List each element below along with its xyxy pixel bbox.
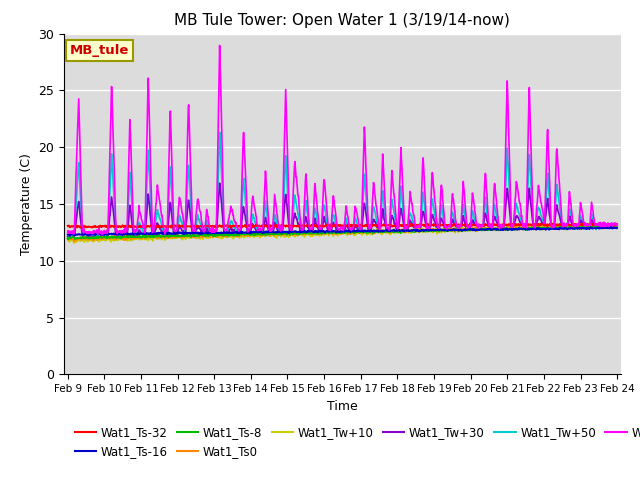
Y-axis label: Temperature (C): Temperature (C): [20, 153, 33, 255]
Text: MB_tule: MB_tule: [70, 44, 129, 57]
Legend: Wat1_Ts-32, Wat1_Ts-16, Wat1_Ts-8, Wat1_Ts0, Wat1_Tw+10, Wat1_Tw+30, Wat1_Tw+50,: Wat1_Ts-32, Wat1_Ts-16, Wat1_Ts-8, Wat1_…: [70, 421, 640, 463]
X-axis label: Time: Time: [327, 400, 358, 413]
Title: MB Tule Tower: Open Water 1 (3/19/14-now): MB Tule Tower: Open Water 1 (3/19/14-now…: [175, 13, 510, 28]
